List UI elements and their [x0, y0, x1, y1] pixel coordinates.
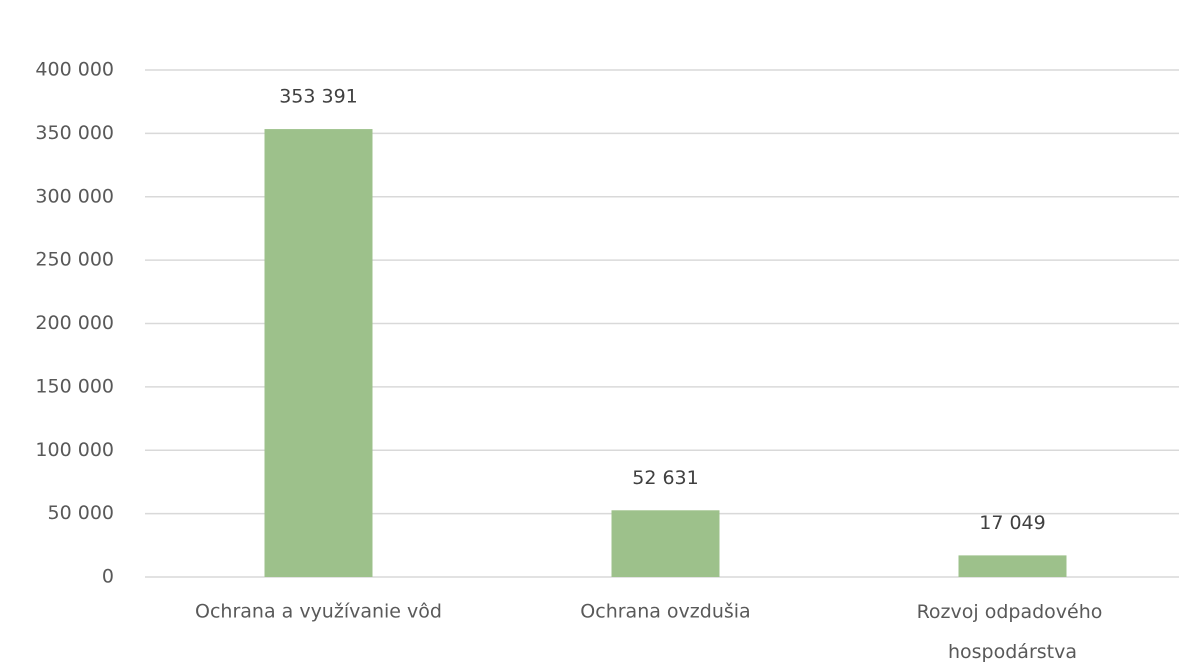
- y-tick-label: 400 000: [35, 59, 114, 81]
- bar: [264, 129, 373, 577]
- bar: [958, 555, 1067, 577]
- y-tick-label: 150 000: [35, 375, 114, 397]
- data-label: 17 049: [979, 512, 1045, 534]
- y-tick-label: 100 000: [35, 439, 114, 461]
- bar: [611, 510, 720, 577]
- data-label: 52 631: [632, 467, 698, 489]
- y-tick-label: 300 000: [35, 185, 114, 207]
- x-tick-label: Rozvoj odpadového hospodárstva: [917, 601, 1109, 663]
- y-tick-label: 350 000: [35, 122, 114, 144]
- y-tick-label: 250 000: [35, 249, 114, 271]
- y-tick-label: 0: [102, 566, 114, 588]
- data-label: 353 391: [279, 86, 358, 108]
- x-tick-label: Ochrana ovzdušia: [580, 601, 750, 623]
- y-tick-label: 50 000: [48, 502, 114, 524]
- y-tick-label: 200 000: [35, 312, 114, 334]
- x-tick-label: Ochrana a využívanie vôd: [195, 601, 442, 623]
